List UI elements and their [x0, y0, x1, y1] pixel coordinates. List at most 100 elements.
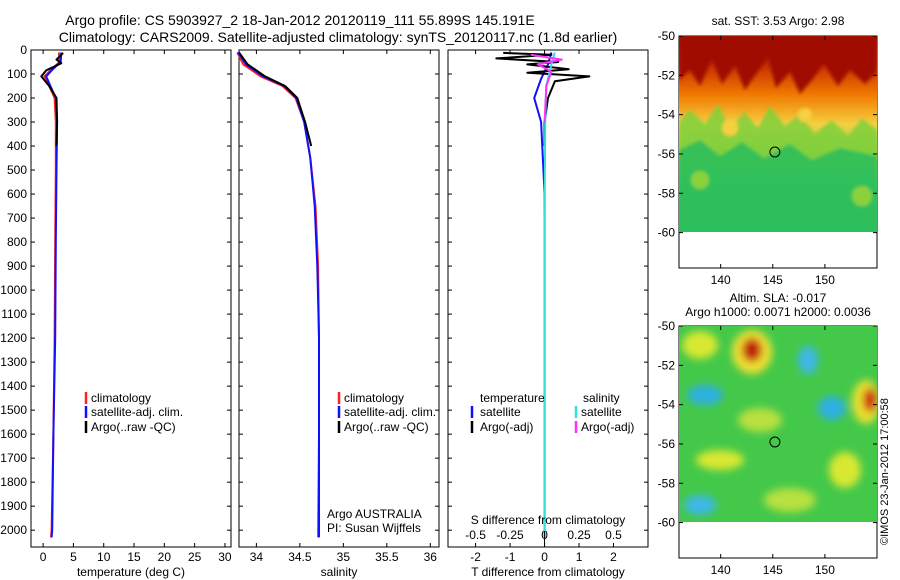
salinity-xlabel: salinity	[321, 565, 358, 579]
x-tick-label: 35	[337, 550, 351, 564]
depth-tick-label: 1800	[0, 475, 27, 489]
series-line	[495, 51, 591, 146]
legend-label-climatology: climatology	[344, 391, 404, 405]
temperature-panel: 0100200300400500600700800900100011001200…	[0, 43, 232, 579]
lat-tick-label: -54	[658, 108, 676, 122]
difference-legend: temperature salinity satellite Argo(-adj…	[470, 391, 634, 434]
x-tick-label: 0	[40, 550, 47, 564]
sst-heatmap	[679, 36, 877, 232]
difference-axes-box	[447, 49, 649, 548]
sla-heatmap	[679, 326, 877, 522]
depth-tick-label: 600	[7, 187, 27, 201]
series-line	[40, 52, 64, 147]
legend-label-satellite: satellite-adj. clim.	[91, 405, 183, 419]
lat-tick-label: -56	[658, 147, 676, 161]
depth-tick-label: 1500	[0, 403, 27, 417]
temperature-legend: climatology satellite-adj. clim. Argo(..…	[84, 391, 183, 434]
sst-map-axes: -50 -52 -54 -56 -58 -60 140 145 150	[658, 29, 877, 287]
depth-tick-label: 300	[7, 115, 27, 129]
legend-title-temperature: temperature	[480, 391, 545, 405]
depth-tick-label: 1300	[0, 355, 27, 369]
lon-tick-label: 145	[763, 273, 783, 287]
salinity-y-ticks	[239, 49, 439, 531]
sla-anomaly	[687, 385, 723, 405]
sst-patch	[722, 120, 738, 136]
legend-label-climatology: climatology	[91, 391, 151, 405]
x-tick-label: 0	[541, 550, 548, 564]
depth-tick-label: 400	[7, 139, 27, 153]
depth-tick-label: 900	[7, 259, 27, 273]
legend-label-s-argo: Argo(-adj)	[581, 420, 634, 434]
sst-warm-region	[679, 36, 877, 94]
sla-anomalies	[682, 330, 877, 515]
sla-map-panel: Altim. SLA: -0.017 Argo h1000: 0.0071 h2…	[658, 291, 878, 577]
sla-map-axes: -50 -52 -54 -56 -58 -60 140 145 150	[658, 319, 877, 577]
lat-tick-label: -60	[658, 516, 676, 530]
sst-patch	[798, 108, 812, 122]
sla-anomaly	[742, 338, 762, 362]
series-line	[238, 51, 313, 147]
x-tick-label: 36	[424, 550, 438, 564]
x-tick-label: 2	[610, 550, 617, 564]
series-line	[530, 53, 563, 123]
lon-tick-label: 140	[711, 273, 731, 287]
difference-y-ticks	[448, 49, 648, 531]
depth-tick-label: 2000	[0, 523, 27, 537]
depth-tick-label: 800	[7, 235, 27, 249]
s-tick-label: -0.5	[465, 528, 486, 542]
lon-tick-label: 145	[763, 563, 783, 577]
x-tick-label: -2	[470, 550, 481, 564]
sst-cold-region	[679, 140, 877, 232]
sla-anomaly	[818, 396, 846, 420]
x-tick-label: 34	[250, 550, 264, 564]
x-tick-label: -1	[505, 550, 516, 564]
legend-title-salinity: salinity	[583, 391, 620, 405]
temperature-depth-ticks: 0 100 200 300 400 500 600 700 800 900 1000 1100 1200…	[0, 43, 231, 537]
x-tick-label: 34.5	[288, 550, 312, 564]
legend-label-argo: Argo(..raw -QC)	[344, 420, 429, 434]
sla-anomaly	[798, 346, 818, 374]
depth-tick-label: 0	[20, 43, 27, 57]
t-difference-xlabel: T difference from climatology	[471, 565, 625, 579]
depth-tick-label: 1100	[1, 307, 27, 321]
figure-title-line2: Climatology: CARS2009. Satellite-adjuste…	[59, 29, 617, 45]
lat-tick-label: -58	[658, 476, 676, 490]
x-tick-label: 5	[70, 550, 77, 564]
sst-texture	[679, 36, 877, 232]
lat-tick-label: -56	[658, 437, 676, 451]
sla-anomaly	[684, 495, 716, 515]
depth-tick-label: 100	[7, 67, 27, 81]
sst-patch	[852, 186, 872, 206]
legend-label-argo: Argo(..raw -QC)	[91, 420, 176, 434]
lon-tick-label: 140	[711, 563, 731, 577]
x-tick-label: 30	[218, 550, 232, 564]
difference-series	[495, 51, 591, 547]
sst-map-title: sat. SST: 3.53 Argo: 2.98	[712, 14, 845, 28]
sla-map-title: Altim. SLA: -0.017	[730, 291, 827, 305]
difference-x-ticks: -2 -1 0 1 2	[470, 50, 617, 564]
depth-tick-label: 1400	[0, 379, 27, 393]
depth-tick-label: 500	[7, 163, 27, 177]
argo-location-marker	[769, 146, 781, 158]
sla-anomaly	[863, 388, 877, 412]
depth-tick-label: 1600	[0, 427, 27, 441]
temperature-x-ticks: 0 5 10 15 20 25 30	[40, 50, 232, 564]
lat-tick-label: -54	[658, 398, 676, 412]
x-tick-label: 25	[188, 550, 202, 564]
difference-panel: -2 -1 0 1 2 -0.5 -0.25 0 0.25 0.5 S difference f…	[447, 49, 649, 579]
figure-title-line1: Argo profile: CS 5903927_2 18-Jan-2012 2…	[65, 12, 534, 28]
salinity-x-ticks: 34 34.5 35 35.5 36	[250, 50, 438, 564]
temperature-axes-box	[30, 49, 232, 548]
salinity-axes-box	[238, 49, 440, 548]
sst-patch	[691, 171, 709, 189]
sla-anomaly	[682, 331, 718, 359]
pi-label: PI: Susan Wijffels	[327, 521, 421, 535]
depth-tick-label: 200	[7, 91, 27, 105]
legend-label-t-satellite: satellite	[480, 405, 521, 419]
series-line	[237, 51, 320, 538]
x-tick-label: 35.5	[375, 550, 399, 564]
depth-tick-label: 700	[7, 211, 27, 225]
imos-timestamp: ©IMOS 23-Jan-2012 17:00:58	[879, 398, 891, 545]
legend-label-s-satellite: satellite	[581, 405, 622, 419]
